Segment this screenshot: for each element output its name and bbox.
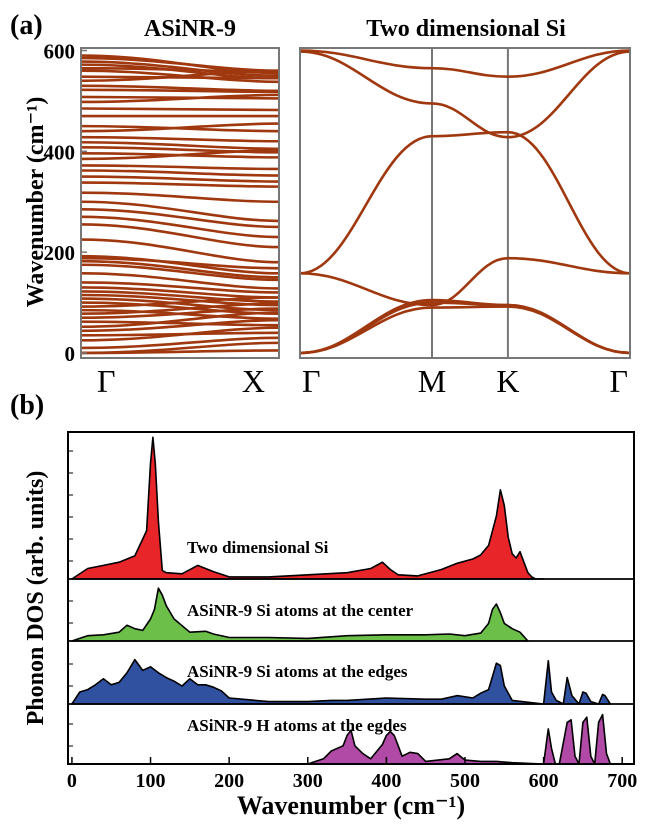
panel-b-ylabel: Phonon DOS (arb. units) <box>23 471 49 726</box>
asinr-branch-44 <box>80 302 280 315</box>
asinr-branch-6 <box>80 75 280 80</box>
twod-si-branch-4 <box>299 305 631 355</box>
dos-x-tick-label: 200 <box>214 770 244 792</box>
dos-series-3 <box>71 713 616 765</box>
dos-series-0 <box>71 436 545 580</box>
asinr-branch-31 <box>80 254 280 275</box>
asinr-branch-12 <box>80 107 280 112</box>
asinr-branch-29 <box>80 223 280 249</box>
asinr-branch-42 <box>80 296 280 308</box>
asinr-branch-9 <box>80 88 280 94</box>
asinr-branch-16 <box>80 135 280 143</box>
asinr-branch-53 <box>80 349 280 355</box>
asinr-branch-21 <box>80 164 280 171</box>
asinr-title: ASiNR-9 <box>144 16 236 42</box>
dos-series-label-0: Two dimensional Si <box>187 538 329 557</box>
dos-x-ticks: 0 100 200 300 400 500 600 700 <box>67 450 637 792</box>
asinr-y-ticks: 0 200 400 600 <box>44 40 87 366</box>
dos-x-tick-label: 300 <box>293 770 323 792</box>
panel-b-xlabel: Wavenumber (cm⁻¹) <box>237 791 465 820</box>
twod-si-title: Two dimensional Si <box>366 16 566 42</box>
dos-series-label-1: ASiNR-9 Si atoms at the center <box>187 601 414 620</box>
dos-series-1 <box>71 587 529 642</box>
asinr-branch-32 <box>80 256 280 270</box>
twod-si-branches <box>299 49 631 355</box>
twod-si-x-label: M <box>418 363 446 399</box>
asinr-branch-36 <box>80 281 280 294</box>
dos-x-tick-label: 100 <box>136 770 166 792</box>
asinr-branch-47 <box>80 311 280 329</box>
asinr-y-tick-label: 200 <box>44 241 76 265</box>
twod-si-plot-frame <box>299 47 631 359</box>
asinr-branch-18 <box>80 146 280 154</box>
asinr-branch-28 <box>80 215 280 239</box>
dos-x-tick-label: 600 <box>529 770 559 792</box>
asinr-y-tick-label: 600 <box>44 40 76 64</box>
asinr-branch-23 <box>80 175 280 183</box>
twod-si-branch-2 <box>299 130 631 275</box>
asinr-branch-38 <box>80 290 280 303</box>
asinr-branches <box>80 54 280 355</box>
asinr-y-tick-label: 0 <box>65 342 76 366</box>
high-symmetry-lines <box>431 48 509 358</box>
asinr-branch-50 <box>80 326 280 342</box>
dos-series-2 <box>71 658 612 705</box>
dos-series-label-2: ASiNR-9 Si atoms at the edges <box>187 662 408 681</box>
asinr-branch-25 <box>80 191 280 204</box>
dos-subpanel-separators <box>68 578 634 705</box>
asinr-branch-15 <box>80 122 280 133</box>
panel-a-label: (a) <box>10 10 43 41</box>
panel-b-label: (b) <box>10 390 44 421</box>
asinr-x-label: X <box>242 363 265 399</box>
asinr-branch-20 <box>80 149 280 161</box>
twod-si-branch-1 <box>299 50 631 139</box>
asinr-branch-51 <box>80 336 280 350</box>
asinr-branch-35 <box>80 272 280 290</box>
asinr-branch-45 <box>80 307 280 319</box>
asinr-branch-24 <box>80 181 280 188</box>
twod-si-branch-0 <box>299 49 631 79</box>
twod-si-branch-6 <box>299 298 631 355</box>
twod-si-x-label: K <box>496 363 519 399</box>
asinr-branch-27 <box>80 208 280 229</box>
asinr-x-label: Γ <box>97 363 116 399</box>
asinr-branch-22 <box>80 169 280 177</box>
asinr-branch-26 <box>80 200 280 223</box>
twod-si-branch-5 <box>299 301 631 355</box>
asinr-branch-46 <box>80 320 280 327</box>
dos-areas <box>71 436 616 765</box>
dos-x-tick-label: 500 <box>450 770 480 792</box>
dos-plot-frame <box>67 431 635 765</box>
twod-si-x-label: Γ <box>302 363 321 399</box>
asinr-branch-17 <box>80 140 280 151</box>
asinr-branch-34 <box>80 263 280 282</box>
panel-a-ylabel: Wavenumber (cm⁻¹) <box>23 97 49 308</box>
asinr-branch-30 <box>80 238 280 264</box>
asinr-y-tick-label: 400 <box>44 140 76 164</box>
asinr-branch-11 <box>80 93 280 104</box>
dos-x-tick-label: 0 <box>67 770 77 792</box>
twod-si-x-label: Γ <box>610 363 629 399</box>
dos-series-label-3: ASiNR-9 H atoms at the egdes <box>187 716 407 735</box>
asinr-branch-48 <box>80 318 280 333</box>
dos-series-labels: Two dimensional Si ASiNR-9 Si atoms at th… <box>187 538 414 735</box>
twod-si-branch-3 <box>299 256 631 307</box>
asinr-branch-7 <box>80 69 280 83</box>
asinr-plot-frame <box>80 47 280 359</box>
asinr-branch-33 <box>80 259 280 279</box>
dos-x-tick-label: 700 <box>607 770 637 792</box>
dos-x-tick-label: 400 <box>371 770 401 792</box>
